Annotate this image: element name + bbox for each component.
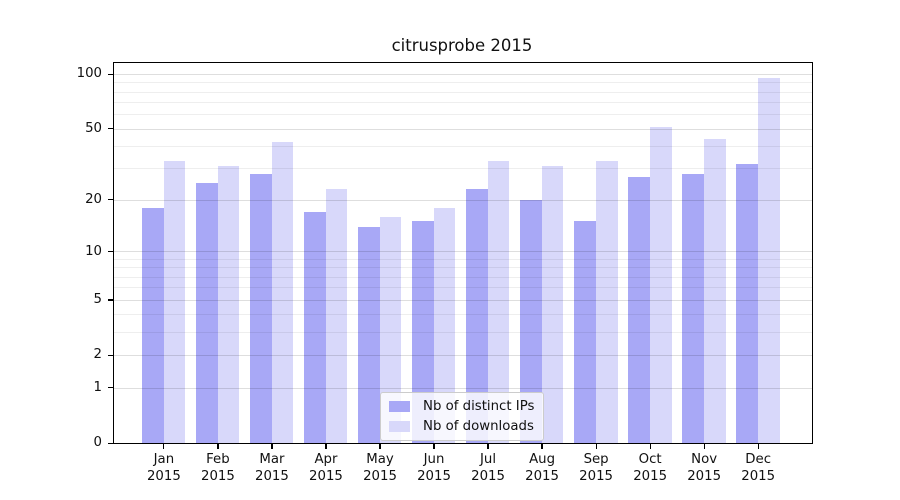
x-tick-mark: [541, 444, 543, 450]
x-tick-mark: [703, 444, 705, 450]
bar-distinct-ips: [574, 221, 596, 443]
legend-swatch-distinct-ips: [389, 401, 410, 412]
bar-downloads: [487, 161, 510, 443]
x-tick-mark: [271, 444, 273, 450]
bar-distinct-ips: [358, 226, 380, 443]
legend-entry-distinct-ips: Nb of distinct IPs: [389, 398, 534, 415]
minor-gridline: [114, 276, 812, 278]
x-tick-mark: [163, 444, 165, 450]
major-gridline: [114, 128, 812, 130]
y-tick-label: 1: [93, 379, 102, 395]
minor-gridline: [114, 332, 812, 334]
x-tick-label: Jul 2015: [471, 452, 505, 484]
bar-downloads: [703, 138, 726, 443]
x-tick-label: Jan 2015: [146, 452, 181, 484]
x-tick-mark: [379, 444, 381, 450]
gridlines-layer: [114, 63, 812, 443]
bar-distinct-ips: [412, 221, 434, 443]
x-tick-mark: [487, 444, 489, 450]
bar-downloads: [541, 165, 564, 443]
minor-gridline: [114, 91, 812, 93]
bar-downloads: [757, 78, 780, 443]
x-tick-label: Dec 2015: [741, 452, 776, 484]
bars-layer: [114, 63, 812, 443]
major-gridline: [114, 387, 812, 389]
x-tick-mark: [595, 444, 597, 450]
x-tick-mark: [217, 444, 219, 450]
minor-gridline: [114, 287, 812, 289]
x-tick-label: Mar 2015: [255, 452, 289, 484]
bar-downloads: [379, 216, 402, 443]
major-gridline: [114, 74, 812, 76]
bar-distinct-ips: [520, 199, 542, 443]
bar-distinct-ips: [196, 182, 218, 443]
legend-entry-downloads: Nb of downloads: [389, 418, 534, 435]
bar-distinct-ips: [142, 207, 164, 443]
chart-title: citrusprobe 2015: [391, 36, 533, 55]
bar-downloads: [271, 142, 294, 443]
legend-label-downloads: Nb of downloads: [423, 419, 534, 434]
minor-gridline: [114, 267, 812, 269]
bar-distinct-ips: [628, 176, 650, 443]
minor-gridline: [114, 114, 812, 116]
x-tick-mark: [757, 444, 759, 450]
y-tick-mark: [108, 128, 114, 130]
y-tick-mark: [108, 387, 114, 389]
plot-area: [113, 62, 813, 444]
y-tick-mark: [108, 199, 114, 201]
x-tick-label: May 2015: [363, 452, 397, 484]
legend: Nb of distinct IPs Nb of downloads: [380, 392, 545, 441]
minor-gridline: [114, 314, 812, 316]
minor-gridline: [114, 258, 812, 260]
legend-label-distinct-ips: Nb of distinct IPs: [423, 399, 535, 414]
x-tick-mark: [433, 444, 435, 450]
y-tick-mark: [108, 354, 114, 356]
y-tick-mark: [108, 442, 114, 444]
bar-downloads: [325, 188, 348, 443]
y-tick-mark: [108, 299, 114, 301]
bar-downloads: [217, 165, 240, 443]
x-tick-label: Oct 2015: [633, 452, 668, 484]
y-tick-label: 100: [76, 66, 102, 82]
x-tick-mark: [649, 444, 651, 450]
bar-downloads: [433, 207, 456, 443]
bar-distinct-ips: [304, 211, 326, 443]
y-tick-label: 5: [93, 291, 102, 307]
bar-distinct-ips: [466, 188, 488, 443]
y-tick-mark: [108, 250, 114, 253]
y-tick-label: 50: [85, 120, 102, 136]
minor-gridline: [114, 146, 812, 148]
legend-swatch-downloads: [389, 421, 410, 432]
y-tick-label: 20: [85, 191, 102, 207]
y-tick-label: 0: [93, 435, 102, 451]
major-gridline: [114, 251, 812, 253]
x-tick-mark: [325, 444, 327, 450]
x-tick-label: Sep 2015: [579, 452, 614, 484]
major-gridline: [114, 355, 812, 357]
bar-distinct-ips: [682, 173, 704, 443]
bar-distinct-ips: [250, 173, 272, 443]
major-gridline: [114, 299, 812, 301]
bar-downloads: [595, 161, 618, 443]
minor-gridline: [114, 82, 812, 84]
y-tick-label: 10: [85, 243, 102, 259]
bar-distinct-ips: [736, 163, 758, 443]
x-tick-label: Apr 2015: [309, 452, 343, 484]
x-tick-label: Nov 2015: [687, 452, 722, 484]
x-tick-label: Feb 2015: [201, 452, 235, 484]
x-tick-label: Aug 2015: [525, 452, 559, 484]
bar-downloads: [163, 161, 186, 443]
y-tick-label: 2: [93, 347, 102, 363]
major-gridline: [114, 199, 812, 201]
x-tick-label: Jun 2015: [417, 452, 451, 484]
minor-gridline: [114, 168, 812, 170]
bar-downloads: [649, 127, 672, 443]
minor-gridline: [114, 102, 812, 104]
y-tick-mark: [108, 73, 114, 75]
